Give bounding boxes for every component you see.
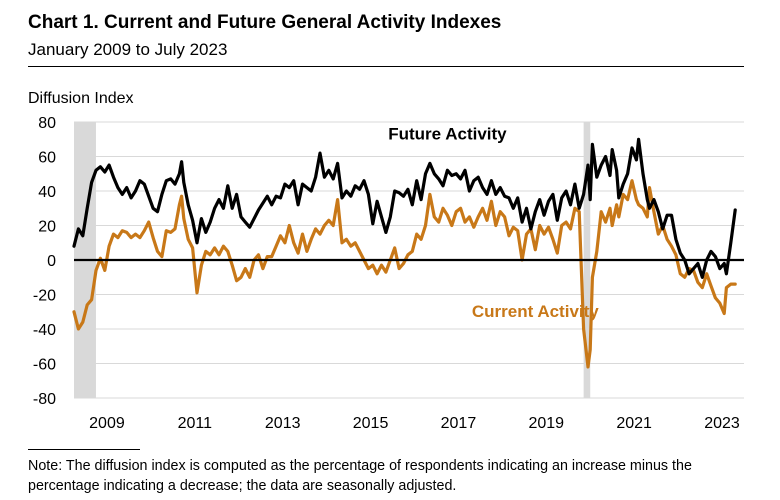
x-tick-label: 2015	[353, 415, 389, 432]
series-labels: Future Activity Current Activity	[388, 124, 599, 321]
series-label: Current Activity	[472, 302, 599, 321]
x-tick-label: 2017	[441, 415, 477, 432]
x-tick-label: 2021	[616, 415, 652, 432]
series-label: Future Activity	[388, 124, 507, 143]
y-tick-label: 40	[38, 184, 56, 201]
y-tick-label: -40	[33, 322, 56, 339]
y-tick-label: 80	[38, 115, 56, 132]
x-tick-label: 2009	[89, 415, 125, 432]
y-tick-label: 60	[38, 150, 56, 167]
series-lines	[72, 137, 744, 369]
series-line-current-activity	[72, 179, 737, 369]
chart-subtitle: January 2009 to July 2023	[28, 40, 228, 59]
y-tick-label: -60	[33, 357, 56, 374]
x-tick-label: 2019	[528, 415, 564, 432]
header-rule	[28, 66, 744, 67]
y-tick-label: 20	[38, 219, 56, 236]
y-axis-label: Diffusion Index	[28, 90, 134, 107]
y-tick-label: -80	[33, 391, 56, 408]
x-tick-labels: 2009 2011 2013 2015 2017 2019 2021 2023	[89, 415, 740, 432]
chart-title: Chart 1. Current and Future General Acti…	[28, 12, 502, 33]
x-tick-label: 2023	[704, 415, 740, 432]
y-tick-labels: 80 60 40 20 0 -20 -40 -60 -80	[33, 115, 56, 408]
y-tick-label: -20	[33, 288, 56, 305]
x-tick-label: 2011	[178, 415, 213, 432]
note-rule	[28, 449, 140, 450]
chart-note: Note: The diffusion index is computed as…	[28, 458, 692, 494]
y-tick-label: 0	[47, 253, 56, 270]
x-tick-label: 2013	[265, 415, 301, 432]
series-line-future-activity	[72, 137, 737, 279]
